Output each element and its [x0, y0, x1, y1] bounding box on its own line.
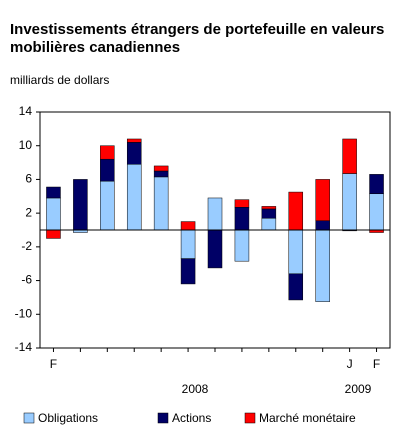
bar-segment: [288, 273, 304, 301]
bar-segment: [46, 229, 61, 239]
x-tick-label: F: [373, 357, 380, 371]
y-tick-label: -14: [15, 340, 33, 354]
bar-segment: [126, 142, 142, 165]
bar-segment: [73, 179, 88, 231]
bar-segment: [153, 165, 169, 172]
bar-segment: [261, 217, 277, 231]
bar-segment: [126, 138, 142, 143]
legend-swatch: [244, 412, 256, 424]
y-axis-label: milliards de dollars: [10, 73, 109, 87]
bar-segment: [234, 229, 250, 262]
bar-segment: [315, 179, 330, 221]
chart-title: Investissements étrangers de portefeuill…: [10, 21, 384, 38]
year-label: 2008: [182, 382, 209, 396]
bar-segment: [207, 197, 223, 231]
bar-segment: [342, 138, 357, 174]
bar-segment: [180, 258, 196, 285]
y-tick-label: 10: [19, 138, 33, 152]
legend-label: Actions: [172, 411, 211, 425]
legend-swatch: [23, 412, 35, 424]
legend-label: Marché monétaire: [259, 411, 356, 425]
bar-segment: [315, 229, 330, 302]
y-tick-label: 14: [19, 104, 33, 118]
bar-segment: [234, 206, 250, 231]
bar-segment: [288, 191, 304, 231]
bar-segment: [234, 199, 250, 208]
bar-segment: [126, 164, 142, 231]
bar-segment: [100, 180, 115, 231]
bar-segment: [369, 193, 384, 231]
legend-swatch: [157, 412, 169, 424]
legend-label: Obligations: [38, 411, 98, 425]
bar-segment: [342, 173, 357, 231]
bar-segment: [288, 229, 304, 275]
bar-segment: [46, 186, 61, 199]
y-tick-label: -6: [21, 273, 32, 287]
bar-segment: [369, 174, 384, 195]
bar-segment: [100, 158, 115, 182]
bar-segment: [153, 170, 169, 178]
year-label: 2009: [345, 382, 372, 396]
y-tick-label: 6: [25, 172, 32, 186]
bar-segment: [180, 229, 196, 259]
bar-segment: [100, 145, 115, 160]
chart-title: mobilières canadiennes: [10, 39, 180, 56]
y-tick-label: -2: [21, 239, 32, 253]
y-tick-label: 2: [25, 205, 32, 219]
bar-segment: [207, 229, 223, 269]
bar-segment: [180, 221, 196, 231]
bar-segment: [261, 208, 277, 219]
x-tick-label: F: [50, 357, 57, 371]
bar-segment: [261, 206, 277, 210]
bar-segment: [153, 176, 169, 231]
y-tick-label: -10: [15, 306, 33, 320]
bar-segment: [315, 220, 330, 231]
x-tick-label: J: [347, 357, 353, 371]
bar-segment: [46, 197, 61, 231]
